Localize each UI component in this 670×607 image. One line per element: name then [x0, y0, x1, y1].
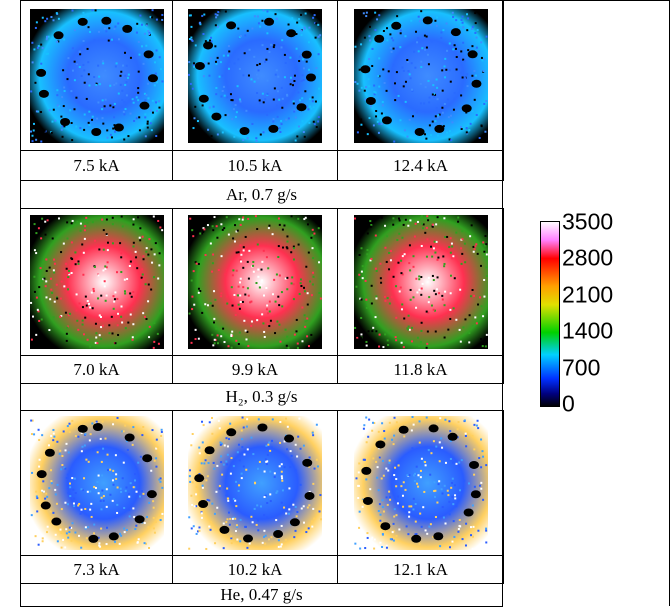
colorbar: [540, 221, 560, 407]
colorbar-tick-label: 3500: [562, 211, 613, 234]
image-label: 12.1 kA: [337, 555, 504, 584]
image-cell: [337, 208, 504, 356]
colorbar-tick-label: 0: [562, 393, 575, 416]
colorbar-tick-label: 2800: [562, 247, 613, 270]
image-label: 9.9 kA: [172, 355, 338, 384]
image: [30, 9, 164, 143]
image-label: 7.3 kA: [20, 555, 173, 584]
image-label: 7.5 kA: [20, 150, 173, 181]
image-cell: [20, 0, 173, 151]
colorbar-tick-label: 700: [562, 356, 600, 379]
image: [30, 416, 164, 550]
image-cell: [172, 410, 338, 556]
image-cell: [337, 410, 504, 556]
group-caption: He, 0.47 g/s: [20, 583, 503, 607]
image-cell: [20, 410, 173, 556]
colorbar-tick-label: 2100: [562, 283, 613, 306]
image-label: 10.5 kA: [172, 150, 338, 181]
image: [354, 9, 488, 143]
figure: 7.5 kA 10.5 kA 12.4 kAAr, 0.7 g/s 7.0 kA…: [0, 0, 670, 606]
image-cell: [172, 0, 338, 151]
image: [354, 416, 488, 550]
image-label: 7.0 kA: [20, 355, 173, 384]
image-label: 12.4 kA: [337, 150, 504, 181]
group-caption: Ar, 0.7 g/s: [20, 180, 503, 209]
image: [354, 215, 488, 349]
image-cell: [337, 0, 504, 151]
group-caption: H₂, 0.3 g/s: [20, 383, 503, 411]
image-cell: [20, 208, 173, 356]
image: [188, 416, 322, 550]
image: [30, 215, 164, 349]
image-label: 11.8 kA: [337, 355, 504, 384]
image: [188, 215, 322, 349]
image-label: 10.2 kA: [172, 555, 338, 584]
image: [188, 9, 322, 143]
image-cell: [172, 208, 338, 356]
colorbar-tick-label: 1400: [562, 320, 613, 343]
